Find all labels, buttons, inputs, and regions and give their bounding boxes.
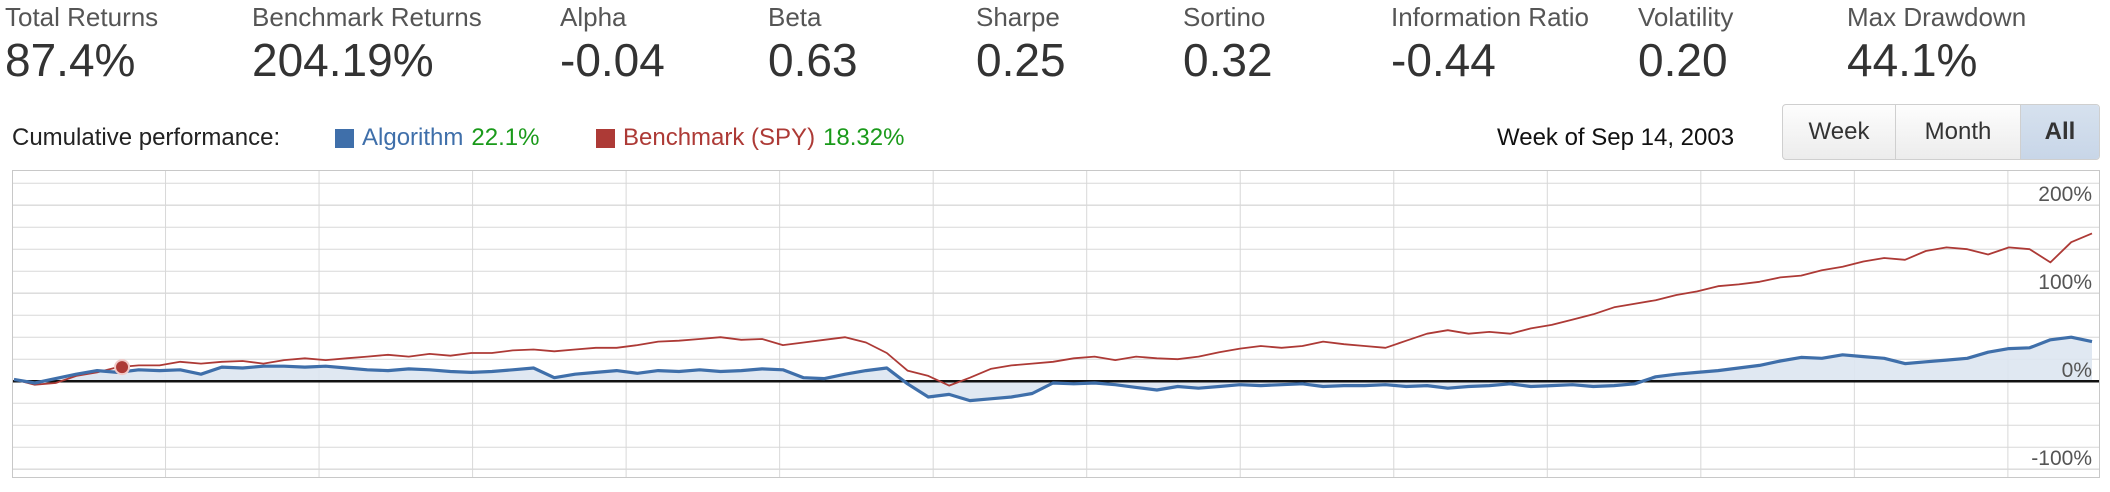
y-tick-label: 200% (2038, 183, 2092, 206)
metric-value: 0.32 (1183, 34, 1273, 86)
metric-label: Sharpe (976, 2, 1060, 32)
cumulative-performance-label: Cumulative performance: (12, 124, 281, 151)
range-button-week[interactable]: Week (1783, 105, 1896, 159)
metric-value: 87.4% (5, 34, 136, 86)
metric-label: Total Returns (5, 2, 159, 32)
metric-value: 0.20 (1638, 34, 1728, 86)
metric-volatility: Volatility 0.20 (1638, 0, 1733, 86)
legend-row: Cumulative performance: Algorithm 22.1% … (0, 104, 2110, 176)
chart-svg[interactable]: 200% 100% 0% -100% (12, 170, 2100, 478)
metric-label: Sortino (1183, 2, 1266, 32)
metric-label: Max Drawdown (1847, 2, 2027, 32)
cumulative-performance-chart[interactable]: 200% 100% 0% -100% (12, 170, 2100, 478)
metric-max-drawdown: Max Drawdown 44.1% (1847, 0, 2026, 86)
metric-label: Information Ratio (1391, 2, 1589, 32)
range-selector: Week Month All (1782, 104, 2100, 160)
range-button-all[interactable]: All (2021, 105, 2099, 159)
y-tick-label: 100% (2038, 271, 2092, 294)
metric-value: 0.63 (768, 34, 858, 86)
week-of-label: Week of Sep 14, 2003 (1497, 124, 1735, 151)
metric-sharpe: Sharpe 0.25 (976, 0, 1066, 86)
y-tick-label: -100% (2031, 447, 2092, 470)
metric-label: Beta (768, 2, 822, 32)
legend-algorithm-name: Algorithm (362, 124, 464, 151)
metric-value: -0.44 (1391, 34, 1496, 86)
legend-item-algorithm[interactable]: Algorithm 22.1% (335, 124, 539, 152)
series-line-algorithm (13, 335, 2093, 403)
algorithm-swatch-icon (335, 128, 354, 148)
legend-item-benchmark[interactable]: Benchmark (SPY) 18.32% (596, 124, 904, 152)
metric-value: 0.25 (976, 34, 1066, 86)
metric-information-ratio: Information Ratio -0.44 (1391, 0, 1589, 86)
y-tick-label: 0% (2062, 359, 2092, 382)
legend-benchmark-name: Benchmark (SPY) (623, 124, 816, 151)
metric-benchmark-returns: Benchmark Returns 204.19% (252, 0, 482, 86)
benchmark-swatch-icon (596, 128, 615, 148)
series-line-benchmark (13, 232, 2093, 387)
plot-frame (12, 170, 2100, 478)
hover-marker (114, 359, 131, 376)
metric-sortino: Sortino 0.32 (1183, 0, 1273, 86)
metric-value: 204.19% (252, 34, 434, 86)
legend-benchmark-value: 18.32% (823, 124, 905, 151)
metric-beta: Beta 0.63 (768, 0, 858, 86)
metric-value: -0.04 (560, 34, 665, 86)
range-button-month[interactable]: Month (1896, 105, 2021, 159)
metrics-bar: Total Returns 87.4% Benchmark Returns 20… (0, 0, 2110, 92)
metric-label: Benchmark Returns (252, 2, 482, 32)
metric-total-returns: Total Returns 87.4% (5, 0, 158, 86)
metric-value: 44.1% (1847, 34, 1978, 86)
metric-label: Alpha (560, 2, 627, 32)
legend-algorithm-value: 22.1% (471, 124, 540, 151)
metric-alpha: Alpha -0.04 (560, 0, 665, 86)
metric-label: Volatility (1638, 2, 1734, 32)
